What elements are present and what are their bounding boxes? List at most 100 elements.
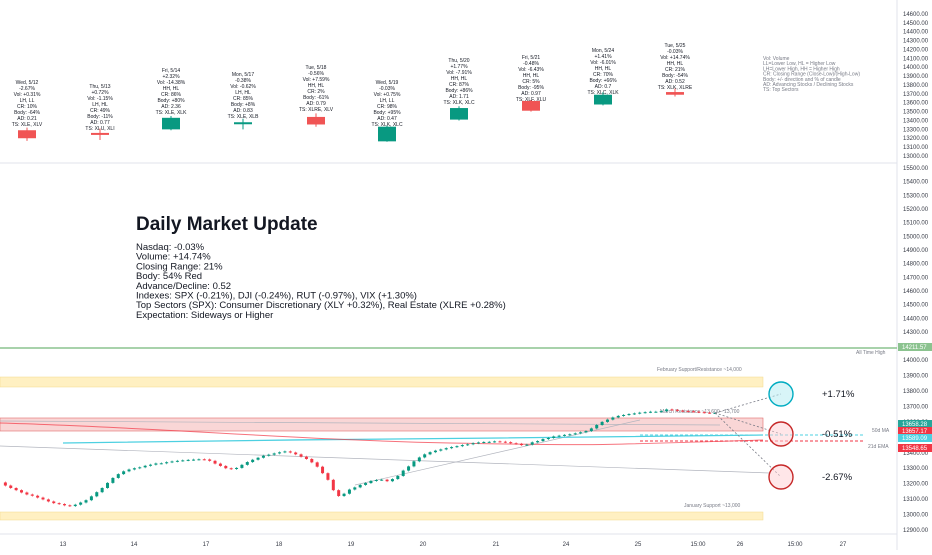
price-label-bg [898, 420, 932, 428]
top-price-tick: 13100.00 [903, 145, 929, 151]
intraday-candle [493, 441, 497, 443]
legend-line: LL=Lower Low, HL = Higher Low [763, 61, 836, 67]
daily-body [450, 108, 468, 120]
day-stat: Body: -61% [303, 95, 329, 101]
intraday-candle [154, 463, 158, 465]
intraday-candle [36, 495, 40, 498]
scenario-target [768, 421, 794, 447]
intraday-candle [283, 451, 287, 453]
intraday-candle [202, 459, 206, 461]
intraday-candle [288, 451, 292, 453]
ma50-label: 50d MA [872, 428, 890, 434]
intraday-candle [665, 409, 669, 412]
february-band [0, 376, 764, 388]
day-stat: TS: XLE, XLK [156, 110, 188, 116]
intraday-candle [611, 417, 615, 420]
intraday-candle [116, 474, 120, 478]
february-label: February Support/Resistance ~14,000 [657, 367, 742, 373]
daily-body [666, 92, 684, 95]
intraday-candle [374, 479, 378, 481]
intraday-candle [632, 413, 636, 415]
intraday-candle [385, 479, 389, 482]
top-price-tick: 13800.00 [903, 83, 929, 89]
intraday-candle [460, 445, 464, 447]
day-stat: Body: +66% [589, 78, 617, 84]
commentary: Nasdaq: -0.03%Volume: +14.74%Closing Ran… [136, 242, 506, 321]
intraday-candle [659, 411, 663, 413]
intraday-candle [235, 467, 239, 470]
top-price-tick: 13500.00 [903, 110, 929, 116]
intraday-candle [20, 490, 24, 493]
day-stat: Vol: +7.59% [303, 77, 330, 83]
top-price-tick: 13000.00 [903, 154, 929, 160]
intraday-candle [256, 457, 260, 460]
day-stat: AD: 0.83 [233, 108, 253, 114]
intraday-candle [30, 494, 34, 496]
intraday-candle [708, 412, 712, 414]
day-stat: Vol: +0.75% [374, 92, 401, 98]
day-header: Fri, 5/14 [162, 68, 181, 74]
intraday-candle [401, 470, 405, 476]
ema21-line [0, 422, 764, 446]
commentary-line: Nasdaq: -0.03% [136, 242, 205, 253]
day-header: Tue, 5/25 [665, 43, 686, 49]
time-tick: 17 [203, 542, 210, 548]
intraday-candle [471, 443, 475, 445]
time-axis: 13 14 17 18 19 20 21 24 25 15:00 26 15:00 27 [60, 542, 847, 548]
intraday-candle [407, 466, 411, 471]
intraday-candle [294, 452, 298, 455]
day-header: Tue, 5/18 [306, 65, 327, 71]
intraday-candle [138, 467, 142, 469]
intraday-candle [9, 485, 13, 489]
intraday-candle [337, 490, 341, 497]
intraday-candle [358, 484, 362, 488]
daily-body [522, 100, 540, 111]
day-header: Thu, 5/20 [448, 58, 469, 64]
intraday-candle [686, 411, 690, 413]
january-label: January Support ~13,000 [684, 503, 741, 509]
intraday-candle [396, 475, 400, 480]
march-band [0, 417, 764, 432]
intraday-candle [697, 411, 701, 413]
scenario-label: +1.71% [822, 389, 855, 400]
intraday-candle [638, 412, 642, 414]
day-header: Mon, 5/24 [592, 48, 614, 54]
daily-body [378, 126, 396, 142]
upper-price-tick: 14900.00 [903, 248, 929, 254]
day-stat: TS: XLK, XLC [443, 100, 475, 106]
day-stat: CR: 5% [522, 79, 540, 85]
price-label: 13658.28 [902, 422, 928, 428]
top-price-tick: 13600.00 [903, 101, 929, 107]
price-label: 13589.09 [902, 436, 928, 442]
intraday-candle [57, 503, 61, 505]
intraday-candle [149, 464, 153, 466]
intraday-candle [380, 479, 384, 481]
intraday-candle [186, 459, 190, 461]
intraday-candle [321, 466, 325, 474]
intraday-candle [240, 464, 244, 468]
day-stat: AD: 2.36 [161, 104, 181, 110]
trend-line [0, 445, 771, 474]
day-stat: Body: -11% [87, 114, 113, 120]
top-price-tick: 13700.00 [903, 92, 929, 98]
scenario-label: -0.51% [822, 429, 853, 440]
day-stat: -2.67% [19, 86, 35, 92]
price-label: 13548.65 [902, 446, 928, 452]
intraday-candle [208, 459, 212, 461]
day-stat: Vol: -1.15% [87, 96, 113, 102]
day-stat: HH, HL [163, 86, 180, 92]
daily-body [18, 130, 36, 139]
intraday-candle [111, 477, 115, 483]
intraday-candle [170, 461, 174, 463]
intraday-candle [702, 412, 706, 414]
intraday-candle [595, 425, 599, 429]
time-tick: 13 [60, 542, 67, 548]
intraday-candle [132, 468, 136, 470]
day-stat: LH, HL [235, 90, 251, 96]
intraday-candle [675, 409, 679, 411]
